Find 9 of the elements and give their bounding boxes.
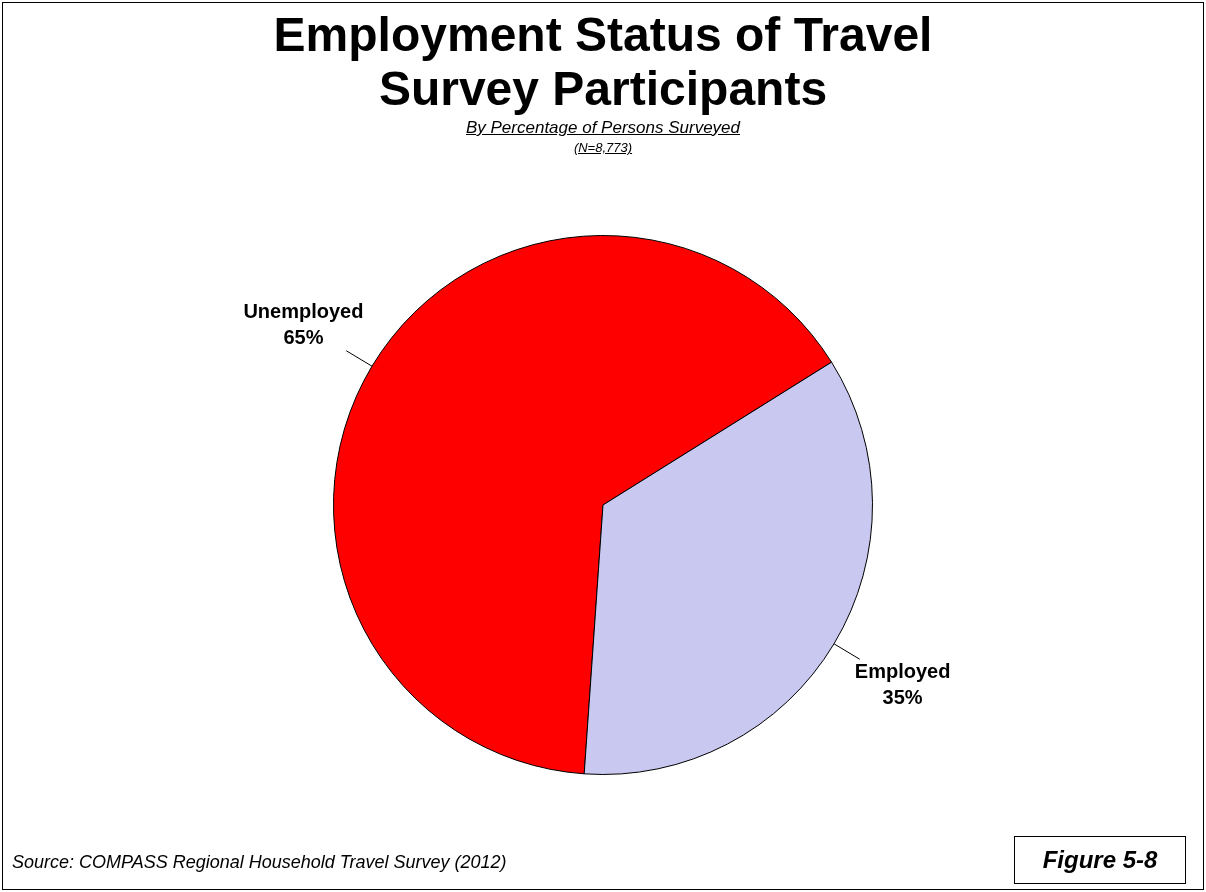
source-note: Source: COMPASS Regional Household Travel Survey (2012) [12, 852, 507, 873]
caption: Figure 5-8 [1014, 836, 1186, 884]
slice-label: Unemployed [243, 299, 364, 322]
chart-title: Employment Status of Travel Survey Participants [272, 8, 934, 116]
slice-label: Employed [854, 659, 951, 682]
data-label: 35% [882, 685, 923, 708]
data-label: 65% [283, 325, 324, 348]
chart-subtitle: By Percentage of Persons Surveyed [464, 118, 742, 138]
text: (N=8,773) [572, 140, 634, 155]
